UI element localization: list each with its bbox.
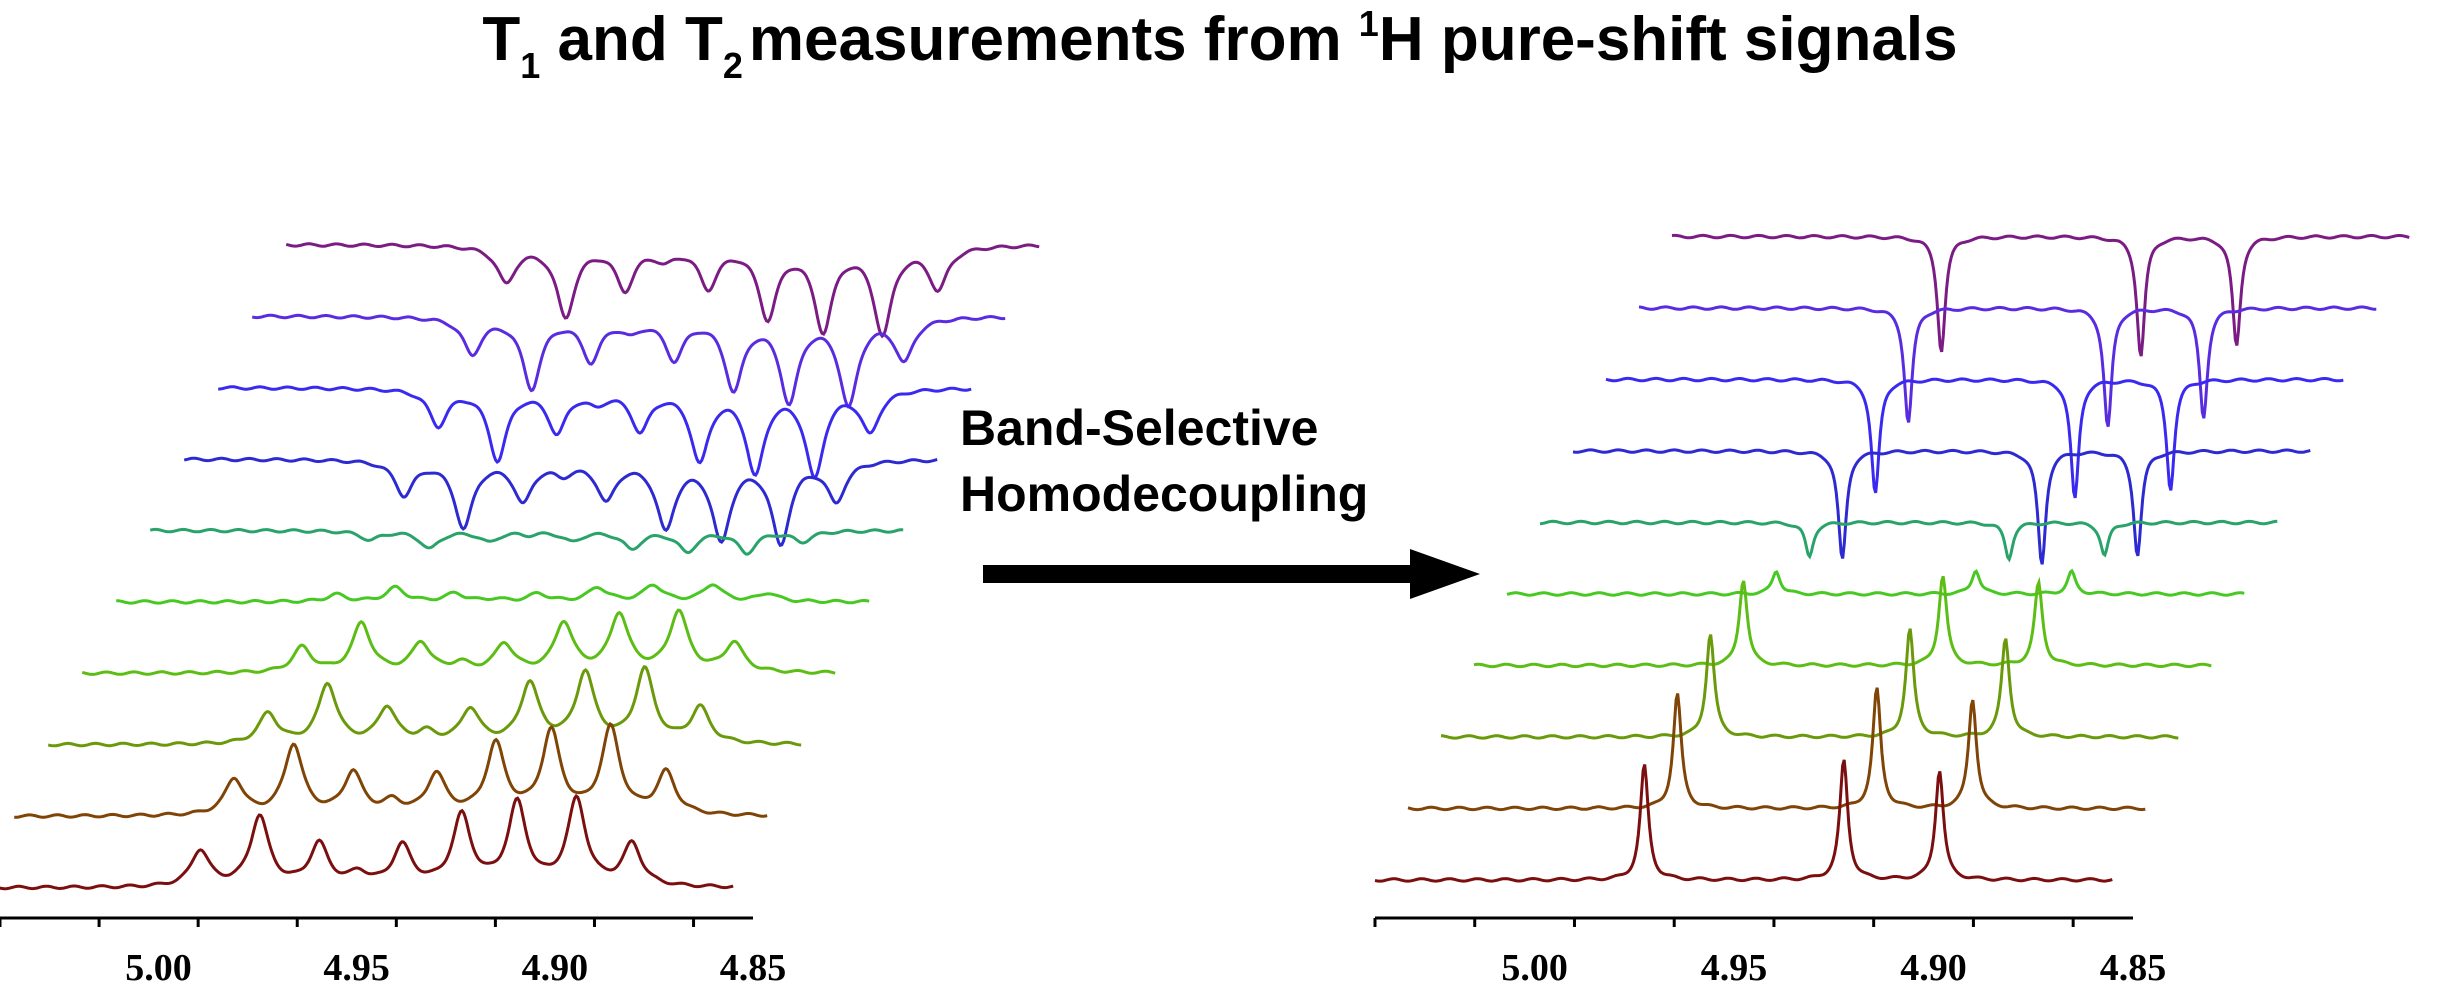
pure-shift-trace-2 [1407,687,2146,812]
title-sub-1: 1 [520,45,540,86]
coupled-tick-label: 4.85 [720,947,787,986]
title-sub-2: 2 [723,45,743,86]
coupled-trace-9 [251,313,1006,409]
pure-shift-tick-label: 4.95 [1701,947,1768,986]
pure-shift-trace-8 [1605,376,2344,499]
pure-shift-trace-10 [1671,233,2410,357]
title-sup: 1 [1359,3,1379,44]
pure-shift-trace-7 [1572,448,2311,565]
title-middle: and T [540,5,723,74]
arrow-label-line2: Homodecoupling [960,466,1369,522]
pure-shift-trace-6 [1539,519,2278,563]
coupled-trace-1 [0,793,734,891]
title-prefix: T [482,5,520,74]
coupled-trace-7 [183,456,938,548]
pure-shift-trace-3 [1440,628,2179,740]
pure-shift-trace-9 [1638,305,2377,427]
coupled-trace-10 [285,242,1040,339]
coupled-trace-2 [14,721,768,819]
pure-shift-tick-label: 4.85 [2100,947,2167,986]
coupled-tick-label: 4.95 [323,947,390,986]
pure-shift-tick-label: 5.00 [1501,947,1568,986]
pure-shift-trace-1 [1374,759,2113,883]
arrow-label-line1: Band-Selective [960,400,1319,456]
svg-text:T1 and T2measurements from 1H: T1 and T2measurements from 1H pure-shift… [482,3,1957,86]
coupled-trace-8 [218,385,972,480]
coupled-tick-label: 5.00 [125,947,192,986]
pure-shift-tick-label: 4.90 [1900,947,1967,986]
title-after: measurements from [749,5,1359,74]
title-suffix: H pure-shift signals [1379,5,1958,74]
coupled-tick-label: 4.90 [522,947,589,986]
pure-shift-trace-4 [1473,575,2212,669]
coupled-trace-6 [149,527,904,556]
coupled-trace-4 [81,608,836,676]
arrow-label: Band-Selective Homodecoupling [960,395,1369,527]
coupled-trace-3 [47,665,802,748]
pure-shift-trace-5 [1506,568,2245,597]
coupled-trace-5 [116,583,870,605]
chart-title: T1 and T2measurements from 1H pure-shift… [482,3,1957,86]
